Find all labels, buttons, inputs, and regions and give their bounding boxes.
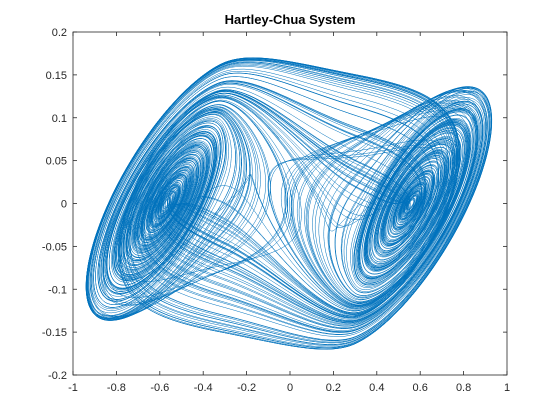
y-axis-ticks: -0.2 -0.15 -0.1 -0.05 0 0.05 0.1 0.15 0.2 [42,27,507,382]
y-tick-label: 0.05 [46,156,67,168]
y-tick-label: -0.15 [42,327,67,339]
x-tick-label: -0.6 [150,382,169,394]
x-tick-label: 1 [504,382,510,394]
attractor-layer [85,57,493,350]
x-tick-label: -1 [68,382,78,394]
y-tick-label: -0.1 [48,284,67,296]
x-tick-label: 0.6 [413,382,428,394]
x-tick-label: 0.8 [456,382,471,394]
y-tick-label: 0 [61,199,67,211]
x-tick-label: -0.2 [237,382,256,394]
x-tick-label: -0.4 [194,382,213,394]
y-tick-label: -0.2 [48,370,67,382]
attractor-trajectory [85,57,493,350]
x-tick-label: 0.4 [369,382,384,394]
chart-title: Hartley-Chua System [225,12,356,27]
x-tick-label: 0 [287,382,293,394]
y-tick-label: 0.2 [52,27,67,39]
y-tick-label: -0.05 [42,241,67,253]
x-tick-label: 0.2 [326,382,341,394]
x-tick-label: -0.8 [107,382,126,394]
y-tick-label: 0.1 [52,113,67,125]
y-tick-label: 0.15 [46,70,67,82]
x-axis-ticks: -1 -0.8 -0.6 -0.4 -0.2 0 0.2 0.4 0.6 0.8 1 [68,32,510,394]
